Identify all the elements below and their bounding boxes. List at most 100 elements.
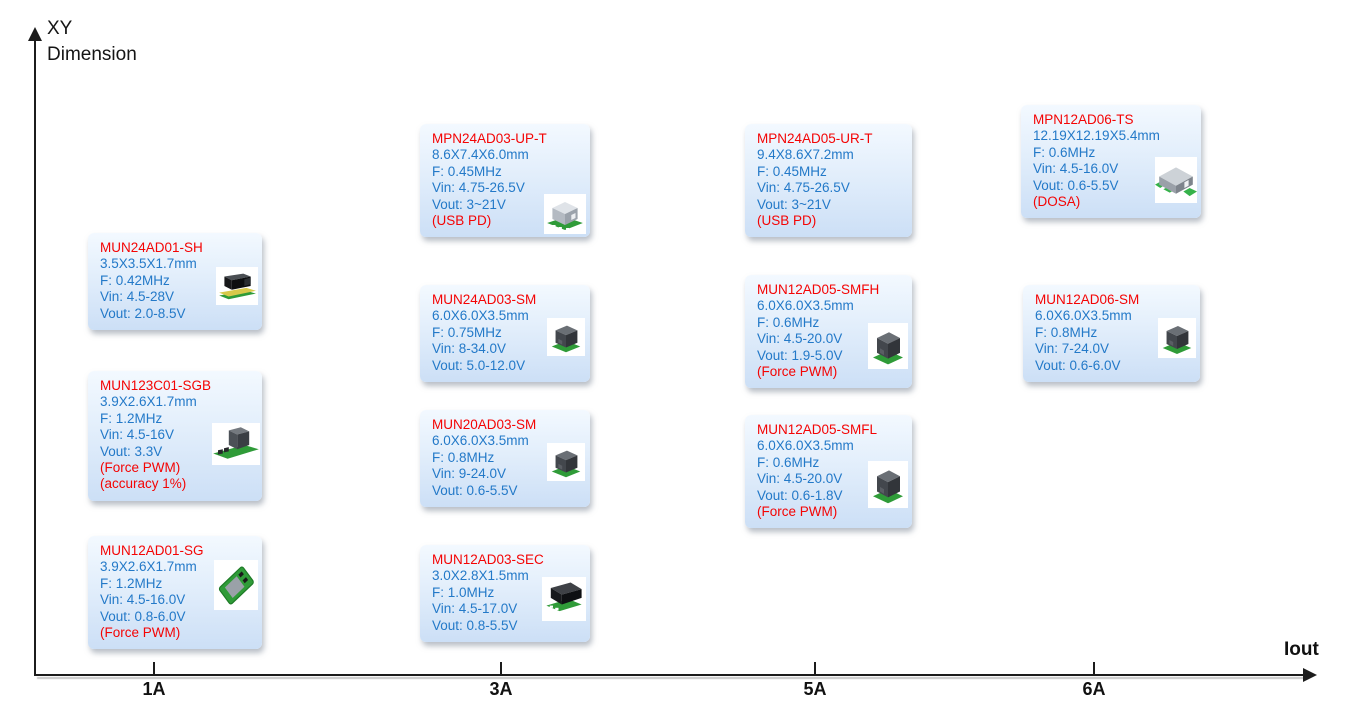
product-name: MUN123C01-SGB	[100, 378, 212, 393]
product-name: MUN12AD01-SG	[100, 543, 204, 558]
product-name: MUN24AD03-SM	[432, 292, 537, 307]
product-card: MPN24AD05-UR-T 9.4X8.6X7.2mm F: 0.45MHz Vin…	[745, 124, 912, 238]
x-axis-tick-label: 6A	[1082, 679, 1106, 699]
product-spec-line: Vout: 0.6-5.5V	[1033, 177, 1119, 193]
product-spec-line: 3.5X3.5X1.7mm	[100, 256, 197, 272]
product-card: MPN12AD06-TS 12.19X12.19X5.4mm F: 0.6MHz Vi…	[1021, 105, 1201, 219]
product-spec-line: F: 0.6MHz	[757, 314, 820, 330]
product-photo-dark-cube-module-icon	[868, 323, 908, 369]
product-note-line: (USB PD)	[757, 213, 817, 229]
x-axis	[34, 674, 1306, 676]
product-note-line: (Force PWM)	[100, 625, 181, 641]
product-spec-line: 3.9X2.6X1.7mm	[100, 559, 197, 575]
y-axis-label: XY Dimension	[47, 16, 137, 68]
product-spec-line: 6.0X6.0X3.5mm	[757, 438, 854, 454]
product-name: MUN12AD06-SM	[1035, 292, 1140, 307]
product-photo-black-chip-module-icon	[542, 577, 586, 621]
product-photo-light-cube-module-icon	[544, 194, 586, 234]
product-spec-line: Vout: 0.6-5.5V	[432, 482, 518, 498]
product-note-line: (USB PD)	[432, 213, 492, 229]
product-name: MUN24AD01-SH	[100, 240, 203, 255]
product-name: MPN24AD03-UP-T	[432, 131, 547, 146]
product-photo-dark-cube-module-icon	[547, 318, 585, 356]
product-spec-line: Vin: 4.5-20.0V	[757, 331, 843, 347]
product-card: MUN12AD05-SMFL 6.0X6.0X3.5mm F: 0.6MHz Vin:…	[745, 415, 912, 529]
product-photo-dark-cube-module-icon	[1158, 318, 1196, 358]
product-spec-line: Vout: 3~21V	[432, 196, 506, 212]
product-photo-dark-cube-module-icon	[868, 461, 908, 508]
product-spec-line: Vout: 5.0-12.0V	[432, 357, 526, 373]
product-spec-line: Vout: 0.8-6.0V	[100, 608, 186, 624]
product-card: MUN24AD03-SM 6.0X6.0X3.5mm F: 0.75MHz Vin: …	[420, 285, 590, 383]
y-axis-arrow-icon	[28, 27, 42, 41]
product-spec-line: F: 0.42MHz	[100, 272, 170, 288]
product-spec-line: F: 0.6MHz	[757, 454, 820, 470]
product-spec-line: Vin: 4.5-16.0V	[1033, 161, 1119, 177]
x-axis-tick	[814, 662, 816, 675]
product-spec-line: 3.9X2.6X1.7mm	[100, 394, 197, 410]
product-spec-line: Vin: 4.5-20.0V	[757, 471, 843, 487]
product-card: MPN24AD03-UP-T 8.6X7.4X6.0mm F: 0.45MHz Vin…	[420, 124, 590, 238]
product-spec-line: 9.4X8.6X7.2mm	[757, 147, 854, 163]
product-spec-line: F: 0.6MHz	[1033, 144, 1096, 160]
product-name: MUN12AD05-SMFH	[757, 282, 880, 297]
x-axis-tick	[153, 662, 155, 675]
product-card: MUN12AD01-SG 3.9X2.6X1.7mm F: 1.2MHz Vin: 4…	[88, 536, 262, 650]
x-axis-tick-label: 1A	[142, 679, 166, 699]
product-photo-dark-cube-module-icon	[547, 443, 585, 481]
product-spec-line: Vout: 0.8-5.5V	[432, 617, 518, 633]
product-spec-line: Vout: 3~21V	[757, 196, 831, 212]
product-spec-line: F: 0.8MHz	[432, 449, 495, 465]
product-note-line: (Force PWM)	[100, 460, 181, 476]
product-spec-line: F: 1.2MHz	[100, 575, 163, 591]
product-spec-line: Vout: 3.3V	[100, 443, 163, 459]
x-axis-label: Iout	[1284, 639, 1319, 660]
product-note-line: (Force PWM)	[757, 364, 838, 380]
product-card: MUN12AD05-SMFH 6.0X6.0X3.5mm F: 0.6MHz Vin:…	[745, 275, 912, 389]
product-spec-line: 6.0X6.0X3.5mm	[1035, 308, 1132, 324]
product-photo-box-on-long-board-icon	[212, 423, 260, 465]
x-axis-tick	[500, 662, 502, 675]
product-spec-line: Vin: 4.5-28V	[100, 289, 175, 305]
y-axis-label-line1: XY	[47, 18, 73, 39]
y-axis	[34, 40, 36, 675]
product-name: MUN12AD05-SMFL	[757, 422, 878, 437]
product-spec-line: 8.6X7.4X6.0mm	[432, 147, 529, 163]
product-photo-chip-on-board-icon	[216, 267, 258, 305]
product-spec-line: Vin: 4.5-16.0V	[100, 592, 186, 608]
product-spec-line: 3.0X2.8X1.5mm	[432, 568, 529, 584]
product-spec-line: 12.19X12.19X5.4mm	[1033, 128, 1160, 144]
product-card: MUN12AD03-SEC 3.0X2.8X1.5mm F: 1.0MHz Vin: …	[420, 545, 590, 643]
product-spec-line: F: 0.8MHz	[1035, 324, 1098, 340]
product-name: MPN12AD06-TS	[1033, 112, 1134, 127]
product-spec-line: F: 1.2MHz	[100, 410, 163, 426]
product-spec-line: Vin: 4.5-16V	[100, 427, 175, 443]
product-spec-line: Vin: 4.75-26.5V	[432, 180, 525, 196]
product-photo-flat-silver-module-icon	[1155, 157, 1197, 203]
product-name: MUN12AD03-SEC	[432, 552, 544, 567]
product-photo-tilted-green-board-icon	[214, 560, 258, 610]
product-spec-line: Vin: 7-24.0V	[1035, 341, 1110, 357]
y-axis-label-line2: Dimension	[47, 44, 137, 65]
product-spec-line: F: 0.45MHz	[757, 163, 827, 179]
product-spec-line: Vout: 2.0-8.5V	[100, 305, 186, 321]
product-note-line: (accuracy 1%)	[100, 476, 187, 492]
product-spec-line: 6.0X6.0X3.5mm	[432, 433, 529, 449]
product-spec-line: Vin: 8-34.0V	[432, 341, 507, 357]
product-spec-line: 6.0X6.0X3.5mm	[432, 308, 529, 324]
product-spec-line: F: 0.45MHz	[432, 163, 502, 179]
product-spec-line: Vin: 4.75-26.5V	[757, 180, 850, 196]
product-name: MUN20AD03-SM	[432, 417, 537, 432]
product-spec-line: F: 1.0MHz	[432, 584, 495, 600]
product-card: MUN20AD03-SM 6.0X6.0X3.5mm F: 0.8MHz Vin: 9…	[420, 410, 590, 508]
product-name: MPN24AD05-UR-T	[757, 131, 873, 146]
x-axis-arrow-icon	[1303, 668, 1317, 682]
product-spec-line: Vout: 0.6-1.8V	[757, 487, 843, 503]
x-axis-tick	[1093, 662, 1095, 675]
product-spec-line: Vout: 0.6-6.0V	[1035, 357, 1121, 373]
product-note-line: (Force PWM)	[757, 504, 838, 520]
product-spec-line: F: 0.75MHz	[432, 324, 502, 340]
product-card: MUN24AD01-SH 3.5X3.5X1.7mm F: 0.42MHz Vin: …	[88, 233, 262, 331]
product-spec-line: Vout: 1.9-5.0V	[757, 347, 843, 363]
